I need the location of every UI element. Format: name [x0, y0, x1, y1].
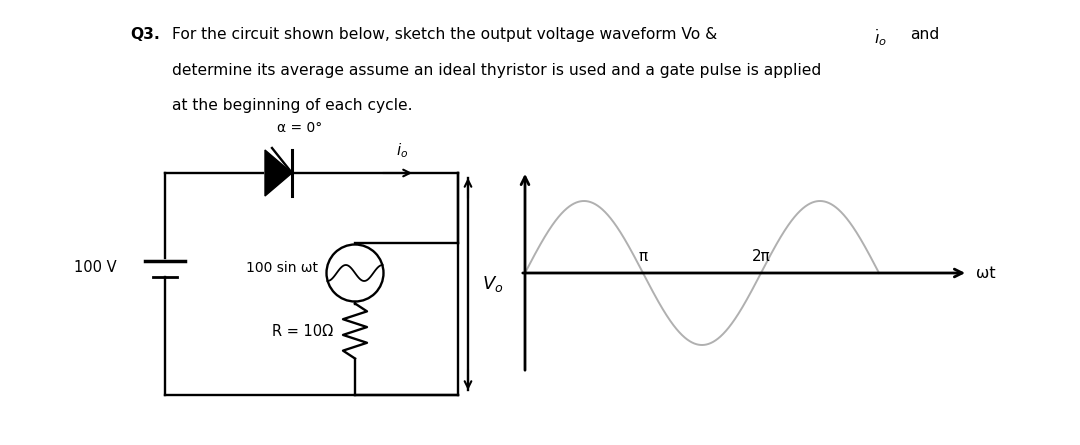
Text: α = 0°: α = 0° [276, 121, 322, 135]
Text: 2π: 2π [752, 249, 770, 264]
Text: $V_o$: $V_o$ [482, 274, 503, 294]
Text: determine its average assume an ideal thyristor is used and a gate pulse is appl: determine its average assume an ideal th… [172, 62, 821, 77]
Polygon shape [265, 150, 292, 196]
Text: 100 sin ωt: 100 sin ωt [246, 261, 319, 275]
Text: ωt: ωt [976, 266, 996, 280]
Text: and: and [910, 27, 940, 42]
Text: $\dot{\imath}_o$: $\dot{\imath}_o$ [874, 27, 887, 48]
Text: π: π [638, 249, 648, 264]
Text: at the beginning of each cycle.: at the beginning of each cycle. [172, 98, 413, 113]
Text: $i_o$: $i_o$ [396, 142, 408, 160]
Text: 100 V: 100 V [75, 260, 117, 275]
Text: For the circuit shown below, sketch the output voltage waveform Vo &: For the circuit shown below, sketch the … [172, 27, 723, 42]
Text: R = 10Ω: R = 10Ω [272, 324, 333, 339]
Text: Q3.: Q3. [130, 27, 160, 42]
